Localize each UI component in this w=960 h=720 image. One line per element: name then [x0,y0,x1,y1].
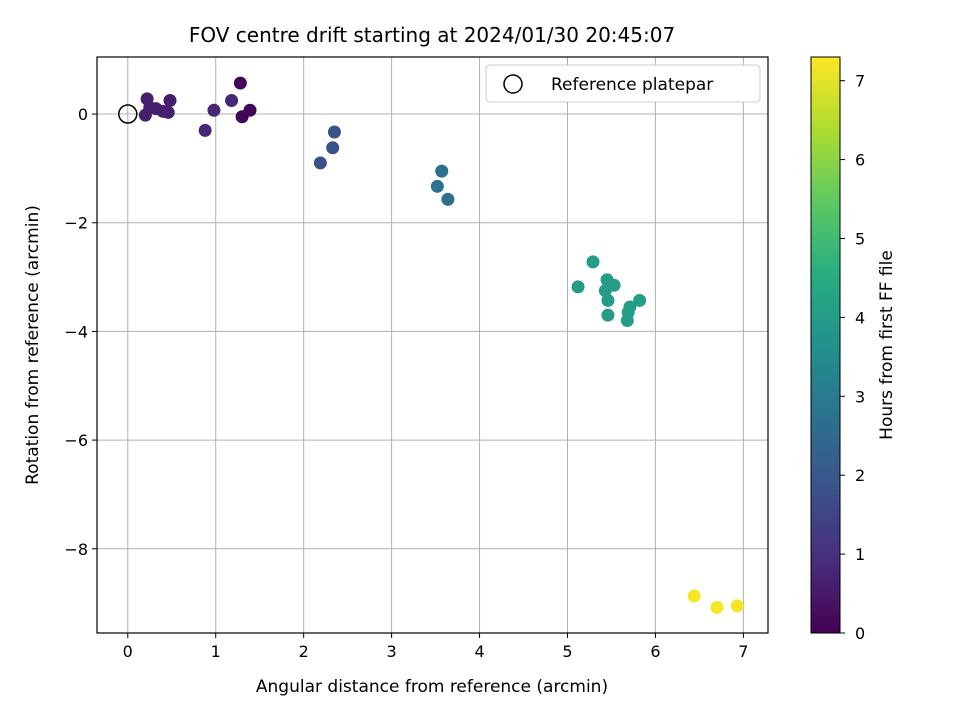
reference-platepar-marker [118,104,138,124]
chart-title: FOV centre drift starting at 2024/01/30 … [189,23,675,47]
x-tick-label: 7 [738,642,748,661]
data-point [327,125,341,139]
data-point [207,103,221,117]
y-tick-label: −4 [64,322,88,341]
legend-label: Reference platepar [551,75,713,95]
data-point [163,93,177,107]
colorbar-tick-label: 6 [855,151,865,170]
colorbar-tick-label: 4 [855,308,865,327]
colorbar-tick-label: 5 [855,229,865,248]
data-point [571,280,585,294]
y-tick-label: −6 [64,431,88,450]
data-point [730,599,744,613]
data-point [225,93,239,107]
y-tick-label: −2 [64,214,88,233]
data-point [161,105,175,119]
data-point [633,293,647,307]
x-axis-label: Angular distance from reference (arcmin) [256,677,608,697]
colorbar: 0 1 2 3 4 5 6 7 Hours from first FF file [810,56,897,643]
data-point [198,123,212,137]
plot-frame [96,56,769,634]
colorbar-tick-label: 2 [855,466,865,485]
data-point [435,164,449,178]
x-tick-label: 6 [650,642,660,661]
y-tick-label: 0 [78,105,88,124]
y-tick-label: −8 [64,540,88,559]
colorbar-tick-label: 1 [855,545,865,564]
data-point [607,278,621,292]
x-tick-label: 1 [211,642,221,661]
y-axis-label: Rotation from reference (arcmin) [23,205,43,485]
data-point [623,300,637,314]
x-tick-label: 4 [474,642,484,661]
x-tick-label: 0 [123,642,133,661]
data-point [313,156,327,170]
colorbar-ticks: 0 1 2 3 4 5 6 7 [840,72,865,643]
data-point [586,255,600,269]
grid-lines [97,57,768,633]
data-point [601,308,615,322]
data-point [687,589,701,603]
colorbar-label: Hours from first FF file [877,250,897,440]
legend: Reference platepar [485,64,761,103]
data-point [233,76,247,90]
x-axis-ticks: 0 1 2 3 4 5 6 7 [123,633,748,661]
data-point [243,103,257,117]
y-axis-ticks: 0 −2 −4 −6 −8 [64,105,97,559]
data-point [601,293,615,307]
data-point [710,600,724,614]
legend-box [485,64,761,103]
colorbar-tick-label: 0 [855,624,865,643]
data-point [430,179,444,193]
colorbar-tick-label: 3 [855,387,865,406]
data-point [326,141,340,155]
data-points [138,76,744,614]
colorbar-tick-label: 7 [855,72,865,91]
colorbar-gradient [810,56,841,634]
x-tick-label: 2 [299,642,309,661]
data-point [441,192,455,206]
x-tick-label: 5 [562,642,572,661]
x-tick-label: 3 [387,642,397,661]
legend-marker-icon [503,74,523,94]
